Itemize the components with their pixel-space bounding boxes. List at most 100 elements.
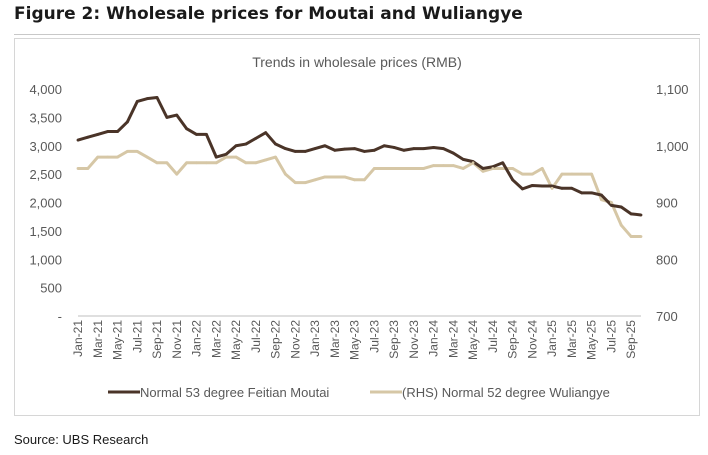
series-line-moutai bbox=[77, 96, 642, 217]
data-point-moutai bbox=[234, 144, 238, 148]
x-tick-label: Nov-22 bbox=[288, 320, 302, 359]
data-point-moutai bbox=[135, 100, 139, 103]
data-point-wuliangye bbox=[86, 167, 90, 170]
data-point-moutai bbox=[96, 133, 100, 136]
data-point-moutai bbox=[501, 161, 505, 165]
data-point-moutai bbox=[530, 184, 534, 187]
data-point-wuliangye bbox=[234, 155, 238, 159]
x-tick-label: May-24 bbox=[466, 320, 480, 360]
data-point-moutai bbox=[185, 127, 189, 131]
chart: Trends in wholesale prices (RMB) - 500 1,0… bbox=[29, 54, 689, 400]
data-point-wuliangye bbox=[540, 167, 544, 170]
data-point-wuliangye bbox=[471, 161, 475, 165]
x-tick-label: May-25 bbox=[585, 320, 599, 360]
x-tick-label: Jul-23 bbox=[367, 320, 381, 353]
y-left-tick-label: - bbox=[58, 309, 62, 324]
x-tick-label: Jan-23 bbox=[308, 320, 322, 357]
data-point-wuliangye bbox=[461, 167, 465, 170]
x-tick-label: May-23 bbox=[348, 320, 362, 360]
x-tick-label: Mar-24 bbox=[446, 320, 460, 358]
data-point-wuliangye bbox=[560, 172, 564, 176]
x-tick-label: Mar-25 bbox=[565, 320, 579, 358]
data-point-moutai bbox=[639, 213, 643, 217]
source-note: Source: UBS Research bbox=[14, 432, 149, 447]
data-point-wuliangye bbox=[343, 175, 347, 179]
y-left-tick-label: 4,000 bbox=[29, 82, 62, 97]
x-tick-label: Jul-25 bbox=[604, 320, 618, 353]
data-point-moutai bbox=[323, 144, 327, 148]
data-point-wuliangye bbox=[629, 235, 633, 238]
x-tick-label: Sep-21 bbox=[150, 320, 164, 359]
data-point-moutai bbox=[76, 138, 80, 142]
data-point-wuliangye bbox=[402, 167, 406, 170]
data-point-moutai bbox=[205, 133, 208, 136]
x-tick-label: Mar-23 bbox=[328, 320, 342, 358]
title-divider bbox=[14, 34, 700, 35]
data-point-wuliangye bbox=[175, 172, 179, 176]
data-point-wuliangye bbox=[590, 172, 594, 176]
data-point-moutai bbox=[106, 130, 110, 133]
x-tick-label: Jul-22 bbox=[249, 320, 263, 353]
data-point-wuliangye bbox=[451, 164, 455, 168]
data-point-moutai bbox=[560, 186, 564, 190]
data-point-wuliangye bbox=[106, 155, 110, 159]
x-tick-label: Jul-21 bbox=[130, 320, 144, 353]
data-point-moutai bbox=[293, 150, 297, 153]
data-point-moutai bbox=[550, 184, 554, 188]
data-point-wuliangye bbox=[609, 201, 613, 204]
data-point-wuliangye bbox=[254, 161, 258, 165]
data-point-wuliangye bbox=[412, 167, 416, 170]
data-point-moutai bbox=[303, 150, 307, 153]
data-point-moutai bbox=[363, 150, 366, 153]
y-right-tick-label: 900 bbox=[656, 196, 678, 211]
data-point-wuliangye bbox=[530, 172, 534, 176]
y-right-tick-label: 700 bbox=[656, 309, 678, 324]
data-point-moutai bbox=[353, 147, 356, 150]
x-tick-label: Jan-24 bbox=[427, 320, 441, 357]
data-point-moutai bbox=[165, 115, 169, 119]
data-point-moutai bbox=[175, 113, 179, 117]
data-point-wuliangye bbox=[501, 167, 505, 170]
data-point-moutai bbox=[619, 205, 623, 209]
data-point-moutai bbox=[313, 147, 317, 150]
data-point-moutai bbox=[274, 142, 277, 146]
chart-frame bbox=[14, 38, 700, 416]
y-left-tick-label: 2,500 bbox=[29, 167, 62, 182]
data-point-wuliangye bbox=[323, 175, 327, 179]
y-left-tick-label: 500 bbox=[40, 281, 62, 296]
data-point-wuliangye bbox=[372, 167, 376, 170]
data-point-moutai bbox=[442, 147, 445, 150]
data-point-wuliangye bbox=[550, 186, 554, 190]
data-point-wuliangye bbox=[205, 161, 208, 165]
data-point-moutai bbox=[451, 151, 455, 155]
data-point-moutai bbox=[609, 203, 613, 207]
data-point-moutai bbox=[214, 155, 218, 159]
data-point-wuliangye bbox=[185, 161, 189, 165]
data-point-moutai bbox=[155, 96, 159, 99]
data-point-wuliangye bbox=[382, 167, 386, 170]
data-point-moutai bbox=[570, 186, 574, 190]
data-point-wuliangye bbox=[145, 155, 149, 159]
data-point-wuliangye bbox=[600, 198, 603, 202]
data-point-moutai bbox=[195, 133, 198, 136]
data-point-moutai bbox=[224, 152, 228, 156]
x-tick-label: Sep-24 bbox=[506, 320, 520, 359]
series-line-wuliangye bbox=[78, 149, 641, 239]
x-tick-label: Sep-23 bbox=[387, 320, 401, 359]
data-point-moutai bbox=[343, 147, 347, 151]
data-point-wuliangye bbox=[116, 155, 119, 159]
legend: Normal 53 degree Feitian Moutai (RHS) No… bbox=[108, 385, 610, 400]
data-point-wuliangye bbox=[363, 178, 366, 182]
y-right-tick-label: 1,100 bbox=[656, 82, 689, 97]
data-point-moutai bbox=[86, 135, 90, 139]
data-point-wuliangye bbox=[570, 172, 574, 176]
data-point-wuliangye bbox=[274, 155, 277, 159]
x-tick-label: Mar-21 bbox=[91, 320, 105, 358]
data-point-wuliangye bbox=[333, 175, 337, 179]
y-right-tick-label: 800 bbox=[656, 252, 678, 267]
data-point-wuliangye bbox=[481, 169, 485, 173]
data-point-wuliangye bbox=[293, 181, 297, 185]
legend-label-wuliangye: (RHS) Normal 52 degree Wuliangye bbox=[402, 385, 610, 400]
data-point-moutai bbox=[333, 148, 337, 152]
data-point-moutai bbox=[372, 148, 376, 152]
